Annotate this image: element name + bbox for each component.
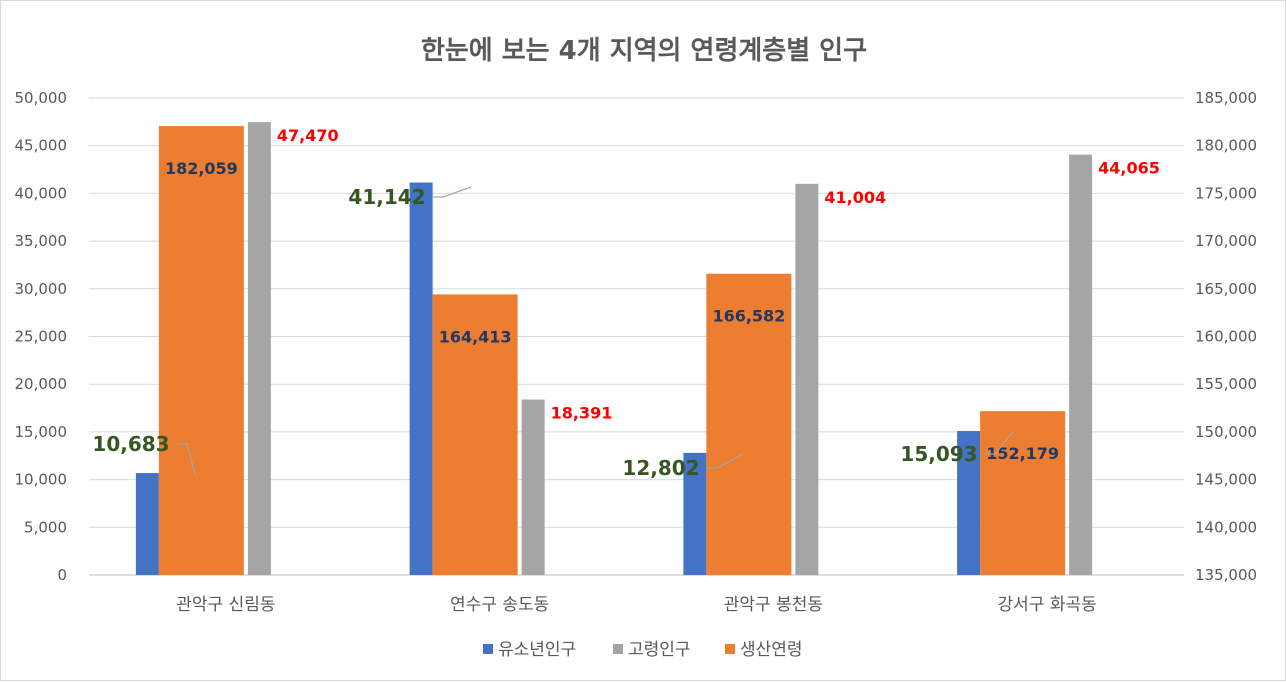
y-left-tick-label: 35,000 [15, 232, 68, 250]
data-label-youth: 15,093 [900, 442, 977, 466]
y-left-tick-label: 50,000 [15, 89, 68, 107]
legend-swatch [483, 644, 493, 654]
y-right-tick-label: 185,000 [1195, 89, 1257, 107]
y-right-tick-label: 150,000 [1195, 423, 1257, 441]
y-left-tick-label: 30,000 [15, 280, 68, 298]
legend-label: 고령인구 [628, 640, 691, 660]
x-category-label: 강서구 화곡동 [998, 595, 1097, 615]
y-right-tick-label: 160,000 [1195, 328, 1257, 346]
y-left-tick-label: 10,000 [15, 471, 68, 489]
bar-youth [135, 473, 159, 575]
y-left-tick-label: 5,000 [24, 518, 67, 536]
bar-elder [521, 399, 545, 575]
data-label-elder: 44,065 [1098, 159, 1160, 178]
data-label-working-age: 152,179 [986, 444, 1059, 463]
y-left-tick-label: 25,000 [15, 328, 68, 346]
legend-swatch [725, 644, 735, 654]
y-right-tick-label: 135,000 [1195, 566, 1257, 584]
legend-swatch [613, 644, 623, 654]
bar-working-age [158, 126, 244, 576]
y-right-tick-label: 155,000 [1195, 375, 1257, 393]
bar-working-age [980, 411, 1066, 575]
y-left-tick-label: 40,000 [15, 184, 68, 202]
data-label-youth: 10,683 [92, 432, 169, 456]
data-label-youth: 41,142 [348, 185, 425, 209]
y-right-tick-label: 175,000 [1195, 184, 1257, 202]
bar-youth [957, 431, 981, 575]
data-label-working-age: 166,582 [712, 307, 785, 326]
data-label-leader-line [985, 431, 1014, 455]
legend-label: 유소년인구 [498, 640, 576, 660]
x-category-label: 연수구 송도동 [450, 595, 549, 615]
x-category-label: 관악구 신림동 [176, 595, 275, 615]
y-left-tick-label: 15,000 [15, 423, 68, 441]
legend-label: 생산연령 [740, 640, 803, 660]
y-right-tick-label: 165,000 [1195, 280, 1257, 298]
data-label-elder: 41,004 [824, 188, 886, 207]
y-right-tick-label: 170,000 [1195, 232, 1257, 250]
bar-youth [683, 452, 707, 575]
y-left-tick-label: 0 [57, 566, 67, 584]
bar-elder [1069, 154, 1093, 575]
y-right-tick-label: 180,000 [1195, 137, 1257, 155]
bar-working-age [706, 273, 792, 575]
data-label-elder: 18,391 [551, 404, 613, 423]
bar-youth [409, 182, 433, 576]
data-label-leader-line [707, 453, 744, 469]
y-left-tick-label: 20,000 [15, 375, 68, 393]
x-category-label: 관악구 봉천동 [724, 595, 823, 615]
data-label-leader-line [433, 186, 472, 198]
data-label-youth: 12,802 [622, 456, 699, 480]
data-label-working-age: 164,413 [439, 327, 512, 346]
bar-elder [247, 122, 271, 575]
data-label-working-age: 182,059 [165, 159, 238, 178]
bar-working-age [432, 294, 518, 575]
data-label-leader-line [177, 443, 196, 475]
bar-elder [795, 183, 819, 575]
y-right-tick-label: 145,000 [1195, 471, 1257, 489]
data-label-elder: 47,470 [277, 126, 339, 145]
y-left-tick-label: 45,000 [15, 137, 68, 155]
y-right-tick-label: 140,000 [1195, 518, 1257, 536]
chart-title: 한눈에 보는 4개 지역의 연령계층별 인구 [421, 36, 867, 66]
